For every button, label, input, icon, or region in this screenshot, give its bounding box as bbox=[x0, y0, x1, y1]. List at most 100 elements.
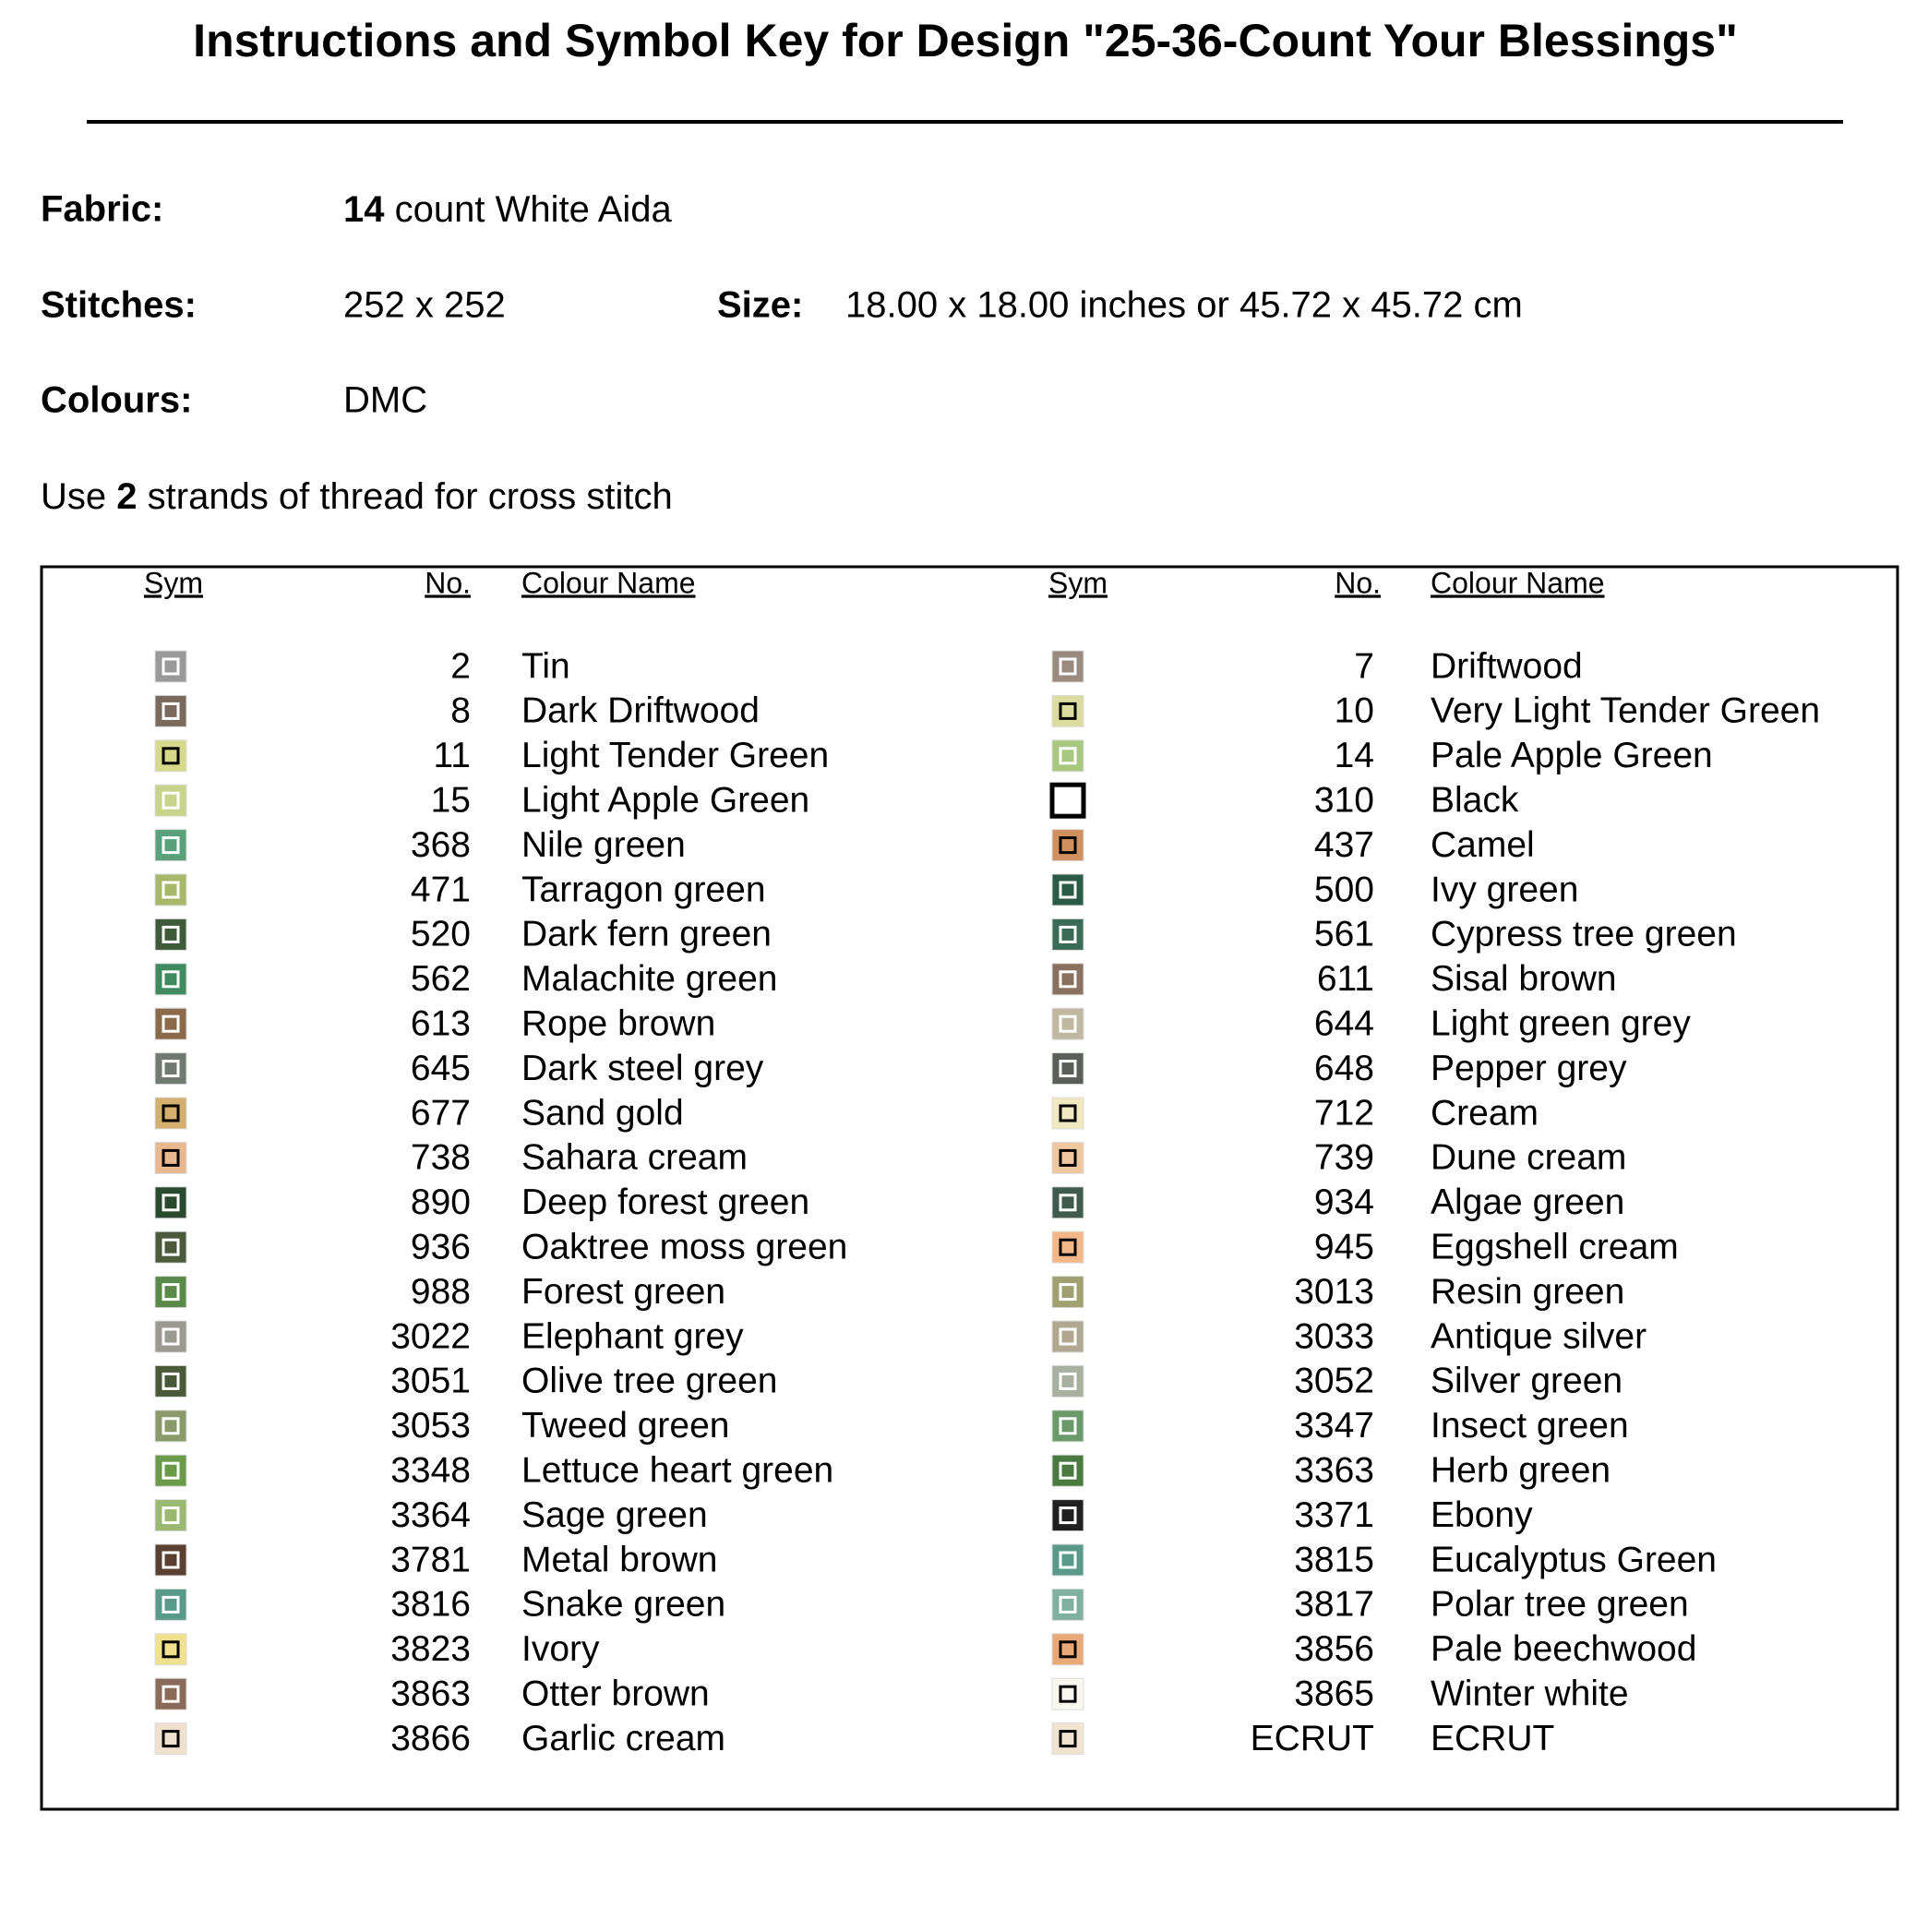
symbol-swatch bbox=[154, 1364, 187, 1398]
symbol-glyph bbox=[162, 1014, 180, 1033]
colour-number: 988 bbox=[411, 1272, 471, 1312]
colour-number: 11 bbox=[434, 736, 472, 775]
colour-name: Oaktree moss green bbox=[521, 1227, 847, 1266]
symbol-glyph bbox=[1059, 1417, 1077, 1435]
symbol-swatch bbox=[1051, 1276, 1084, 1309]
symbol-swatch bbox=[1051, 1230, 1084, 1264]
symbol-swatch bbox=[154, 873, 187, 906]
symbol-swatch bbox=[154, 1499, 187, 1532]
symbol-swatch bbox=[1051, 873, 1084, 906]
colour-name: Ivy green bbox=[1431, 870, 1578, 909]
symbol-glyph bbox=[1059, 881, 1077, 899]
colour-name: Herb green bbox=[1431, 1450, 1611, 1490]
symbol-swatch bbox=[1051, 1320, 1084, 1353]
colour-number: 945 bbox=[1314, 1227, 1374, 1266]
symbol-swatch bbox=[154, 650, 187, 683]
symbol-glyph bbox=[1059, 1506, 1077, 1525]
colour-number: 15 bbox=[431, 780, 471, 820]
colour-number: 3033 bbox=[1294, 1316, 1374, 1356]
symbol-glyph bbox=[162, 1238, 180, 1256]
colour-name: Light Tender Green bbox=[521, 736, 829, 775]
colour-name: Cream bbox=[1431, 1093, 1539, 1133]
colour-name: Driftwood bbox=[1431, 646, 1583, 686]
symbol-glyph bbox=[1059, 1461, 1077, 1480]
symbol-glyph bbox=[162, 1730, 180, 1748]
symbol-glyph bbox=[162, 1685, 180, 1703]
instruction-strands: 2 bbox=[116, 476, 137, 517]
colour-number: 890 bbox=[411, 1182, 471, 1222]
colour-name: Eucalyptus Green bbox=[1431, 1540, 1717, 1579]
colour-number: 8 bbox=[450, 691, 471, 731]
colour-number: 3363 bbox=[1294, 1450, 1374, 1490]
colour-number: 437 bbox=[1314, 825, 1374, 865]
symbol-glyph bbox=[162, 1060, 180, 1078]
stitches-label: Stitches: bbox=[41, 285, 197, 326]
colour-name: Silver green bbox=[1431, 1362, 1623, 1401]
symbol-swatch bbox=[1051, 963, 1084, 996]
colour-number: 500 bbox=[1314, 870, 1374, 909]
symbol-swatch bbox=[154, 1052, 187, 1086]
colour-number: 677 bbox=[411, 1093, 471, 1133]
symbol-glyph bbox=[1059, 1640, 1077, 1659]
colour-number: 7 bbox=[1354, 646, 1374, 686]
colour-number: 648 bbox=[1314, 1049, 1374, 1088]
symbol-swatch bbox=[154, 694, 187, 727]
symbol-swatch bbox=[154, 1588, 187, 1621]
colour-number: 3053 bbox=[390, 1406, 471, 1446]
symbol-glyph bbox=[162, 1283, 180, 1302]
title: Instructions and Symbol Key for Design "… bbox=[193, 15, 1738, 66]
symbol-swatch bbox=[154, 1410, 187, 1443]
colour-number: 562 bbox=[411, 959, 471, 999]
colour-name: Sisal brown bbox=[1431, 959, 1617, 999]
size-label: Size: bbox=[717, 285, 803, 326]
colour-name: Algae green bbox=[1431, 1182, 1624, 1222]
header-sym: Sym bbox=[144, 566, 203, 599]
colour-number: 3052 bbox=[1294, 1362, 1374, 1401]
symbol-swatch bbox=[1051, 1677, 1084, 1710]
colour-number: 3815 bbox=[1294, 1540, 1374, 1579]
colour-name: Insect green bbox=[1431, 1406, 1629, 1446]
fabric-label: Fabric: bbox=[41, 189, 163, 230]
colour-number: 3865 bbox=[1294, 1674, 1374, 1713]
symbol-glyph bbox=[1059, 1685, 1077, 1703]
symbol-swatch bbox=[154, 1230, 187, 1264]
colour-name: Light green grey bbox=[1431, 1003, 1691, 1043]
symbol-swatch bbox=[1051, 694, 1084, 727]
colour-number: 3866 bbox=[390, 1719, 471, 1758]
symbol-glyph bbox=[1059, 1551, 1077, 1569]
symbol-glyph bbox=[162, 1551, 180, 1569]
colour-name: Metal brown bbox=[521, 1540, 717, 1579]
colour-name: Deep forest green bbox=[521, 1182, 809, 1222]
colour-number: 3781 bbox=[390, 1540, 471, 1579]
colour-name: Snake green bbox=[521, 1585, 725, 1625]
colour-name: Tweed green bbox=[521, 1406, 730, 1446]
colour-name: Antique silver bbox=[1431, 1316, 1647, 1356]
instruction-after: strands of thread for cross stitch bbox=[148, 476, 673, 517]
symbol-glyph bbox=[162, 791, 180, 810]
instruction-before: Use bbox=[41, 476, 106, 517]
colours-value: DMC bbox=[343, 380, 427, 421]
colour-name: ECRUT bbox=[1431, 1719, 1554, 1758]
symbol-glyph bbox=[1059, 747, 1077, 765]
symbol-glyph bbox=[1059, 702, 1077, 720]
symbol-swatch bbox=[1049, 782, 1086, 819]
colour-number: 3347 bbox=[1294, 1406, 1374, 1446]
colour-number: 934 bbox=[1314, 1182, 1374, 1222]
colour-name: Pale beechwood bbox=[1431, 1629, 1696, 1669]
colour-name: Resin green bbox=[1431, 1272, 1624, 1312]
symbol-swatch bbox=[1051, 1722, 1084, 1756]
colour-number: 520 bbox=[411, 915, 471, 954]
symbol-glyph bbox=[162, 1640, 180, 1659]
symbol-glyph bbox=[162, 702, 180, 720]
colour-number: ECRUT bbox=[1251, 1719, 1374, 1758]
colour-number: 10 bbox=[1335, 691, 1374, 731]
colour-name: Rope brown bbox=[521, 1003, 715, 1043]
colour-number: 3817 bbox=[1294, 1585, 1374, 1625]
symbol-swatch bbox=[154, 1141, 187, 1174]
colour-number: 2 bbox=[450, 646, 471, 686]
colour-number: 3013 bbox=[1294, 1272, 1374, 1312]
header-sym: Sym bbox=[1048, 566, 1108, 599]
colour-name: Very Light Tender Green bbox=[1431, 691, 1820, 731]
